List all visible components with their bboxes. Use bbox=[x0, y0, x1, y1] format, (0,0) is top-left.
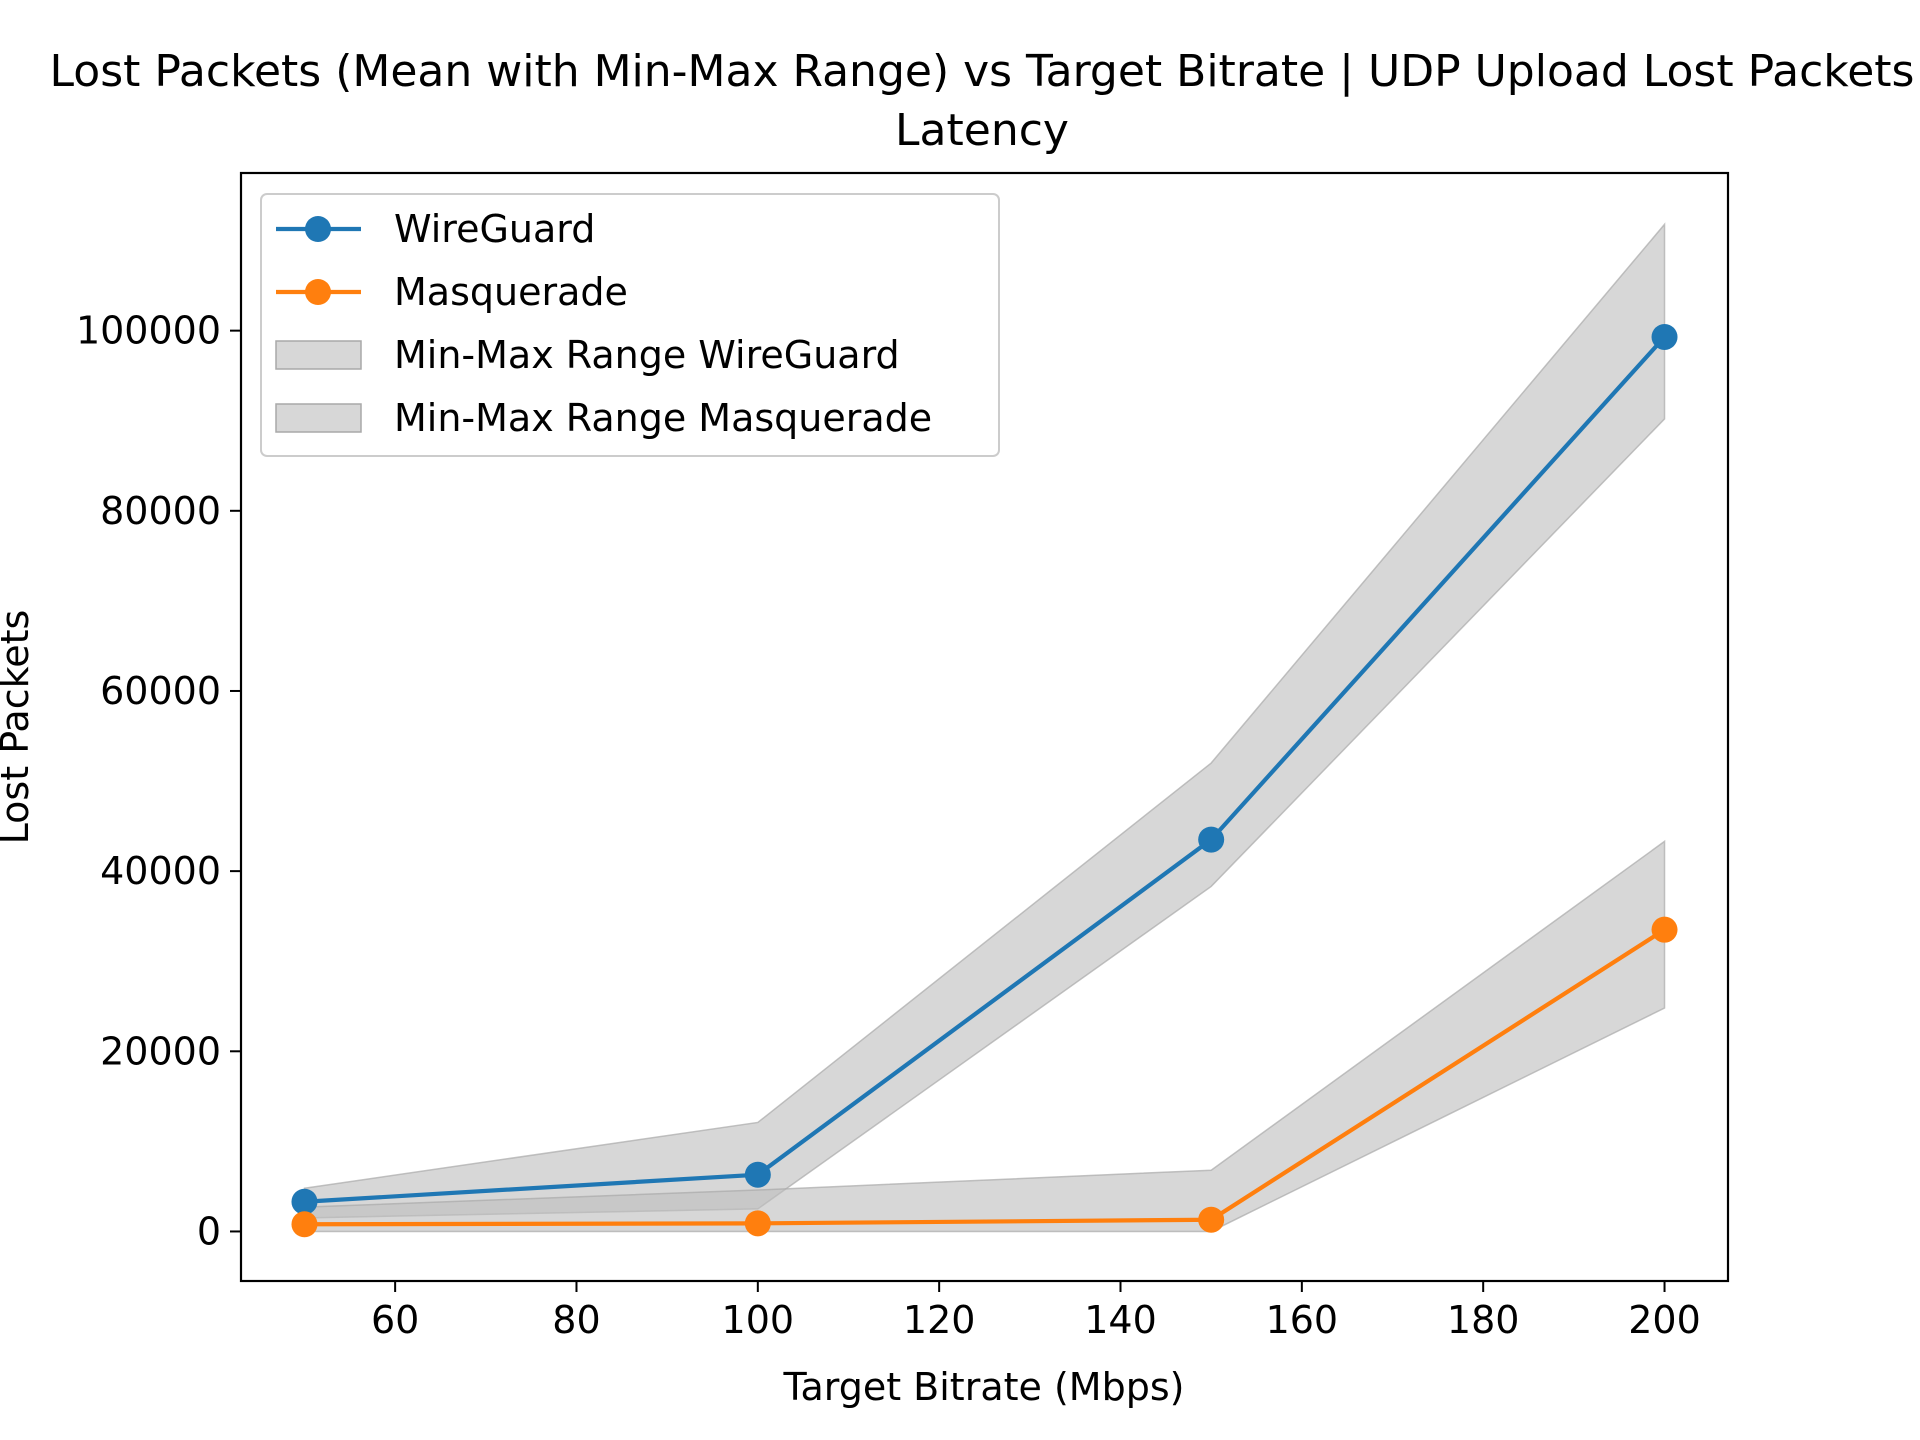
y-tick-label: 20000 bbox=[100, 1029, 221, 1073]
series-markers bbox=[291, 323, 1678, 1238]
y-tick-label: 100000 bbox=[76, 309, 221, 353]
series-line-masquerade bbox=[304, 927, 1666, 1227]
x-tick-label: 100 bbox=[722, 1298, 795, 1342]
legend-box bbox=[260, 193, 1000, 457]
data-point-masquerade bbox=[1198, 1206, 1225, 1233]
range-bands bbox=[303, 222, 1666, 1233]
legend-label-range-masquerade: Min-Max Range Masquerade bbox=[394, 396, 932, 440]
y-tick-label: 60000 bbox=[100, 669, 221, 713]
data-point-masquerade bbox=[291, 1211, 318, 1238]
x-tick-label: 140 bbox=[1084, 1298, 1157, 1342]
x-tick-label: 180 bbox=[1447, 1298, 1520, 1342]
data-point-masquerade bbox=[1651, 916, 1678, 943]
y-tick-label: 40000 bbox=[100, 849, 221, 893]
legend-swatch-range-wireguard bbox=[275, 340, 362, 370]
data-point-wireguard bbox=[1651, 323, 1678, 350]
range-band-masquerade bbox=[303, 839, 1666, 1233]
chart-title: Lost Packets (Mean with Min-Max Range) v… bbox=[50, 46, 1915, 97]
x-axis-label: Target Bitrate (Mbps) bbox=[783, 1365, 1185, 1409]
y-tick-label: 0 bbox=[197, 1209, 221, 1253]
legend-label-masquerade: Masquerade bbox=[394, 270, 628, 314]
data-point-wireguard bbox=[291, 1188, 318, 1215]
x-tick-label: 200 bbox=[1628, 1298, 1701, 1342]
legend-marker-wireguard bbox=[305, 216, 331, 242]
chart-title-group: Lost Packets (Mean with Min-Max Range) v… bbox=[50, 46, 1915, 156]
x-tick-label: 160 bbox=[1266, 1298, 1339, 1342]
plot-frame bbox=[239, 171, 1730, 1283]
x-tick-label: 60 bbox=[371, 1298, 419, 1342]
legend-swatch-range-masquerade bbox=[275, 403, 362, 433]
legend-label-wireguard: WireGuard bbox=[394, 207, 595, 251]
series-line-wireguard bbox=[304, 335, 1667, 1204]
y-axis-ticks: 0 20000 40000 60000 80000 100000 bbox=[76, 309, 241, 1253]
y-tick-label: 80000 bbox=[100, 489, 221, 533]
legend: WireGuard Masquerade Min-Max Range WireGua… bbox=[260, 193, 1000, 457]
legend-marker-masquerade bbox=[305, 279, 331, 305]
x-axis-ticks: 60 80 100 120 140 160 180 200 bbox=[371, 1281, 1701, 1342]
data-point-wireguard bbox=[1198, 826, 1225, 853]
legend-label-range-wireguard: Min-Max Range WireGuard bbox=[394, 333, 900, 377]
chart-title-line-2: Latency bbox=[895, 105, 1069, 156]
x-tick-label: 80 bbox=[552, 1298, 600, 1342]
y-axis-label: Lost Packets bbox=[0, 610, 37, 845]
series-lines bbox=[304, 335, 1667, 1227]
data-point-masquerade bbox=[744, 1210, 771, 1237]
data-point-wireguard bbox=[744, 1161, 771, 1188]
x-tick-label: 120 bbox=[903, 1298, 976, 1342]
